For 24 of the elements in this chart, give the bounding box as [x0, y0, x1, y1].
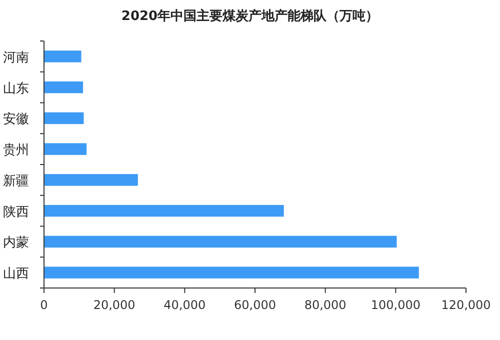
x-tick-label: 80,000 — [304, 298, 346, 312]
y-tick-label: 新疆 — [3, 174, 29, 189]
y-tick-label: 山西 — [3, 266, 29, 282]
y-tick-label: 安徽 — [3, 111, 29, 128]
bar — [44, 236, 397, 248]
y-tick-label: 陕西 — [3, 204, 29, 220]
bar — [44, 266, 419, 278]
bar — [44, 112, 84, 124]
y-tick-label: 内蒙 — [3, 236, 29, 251]
y-tick-label: 河南 — [3, 50, 29, 66]
y-tick-label: 山东 — [3, 81, 29, 96]
bar — [44, 50, 82, 62]
bar — [44, 81, 84, 94]
x-tick-label: 20,000 — [93, 298, 136, 312]
x-tick-label: 0 — [40, 298, 48, 312]
x-tick-label: 40,000 — [164, 298, 206, 312]
bar — [44, 143, 87, 155]
bar — [44, 204, 284, 217]
x-tick-label: 120,000 — [441, 298, 491, 312]
chart-title: 2020年中国主要煤炭产地产能梯队（万吨） — [121, 8, 379, 24]
x-tick-label: 100,000 — [370, 298, 420, 312]
bar — [44, 174, 138, 186]
x-tick-label: 60,000 — [234, 298, 276, 312]
y-tick-label: 贵州 — [3, 143, 29, 158]
